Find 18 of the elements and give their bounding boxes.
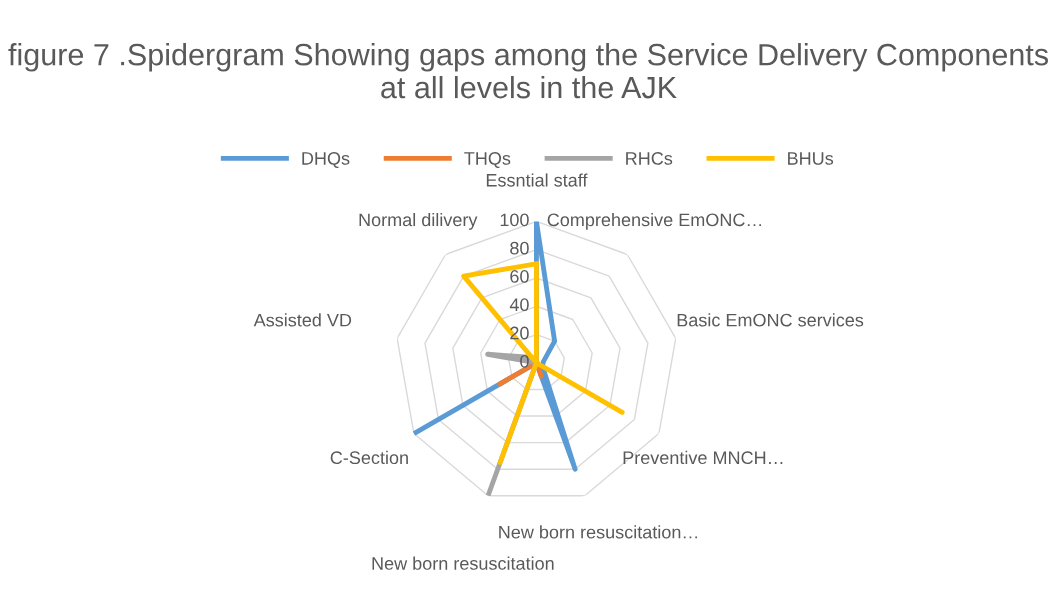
spoke-label: Preventive MNCH… — [623, 450, 783, 465]
spoke-label: New born resuscitation… — [499, 525, 698, 539]
spoke-label: Comprehensive EmONC… — [547, 212, 762, 230]
spoke-label: C-Section — [330, 450, 408, 465]
y-tick-label: 100 — [500, 213, 529, 227]
spoke-label: New born resuscitation — [372, 556, 554, 570]
chart-title: figure 7 .Spidergram Showing gaps among the Service Delivery Components at all levels in the AJK — [8, 43, 1048, 99]
spoke-label: Basic EmONC services — [677, 313, 864, 327]
spoke-label: Assisted VD — [253, 313, 352, 327]
legend-label: DHQs — [302, 152, 350, 169]
legend-label: BHUs — [788, 152, 834, 165]
y-tick-label: 60 — [510, 270, 529, 283]
spoke-label: Essntial staff — [486, 173, 588, 187]
y-tick-label: 80 — [510, 241, 529, 255]
legend-label: THQs — [464, 152, 511, 169]
spoke-label: Normal dilivery — [359, 212, 478, 230]
legend-label: RHCs — [626, 152, 673, 165]
y-tick-label: 40 — [509, 298, 529, 312]
